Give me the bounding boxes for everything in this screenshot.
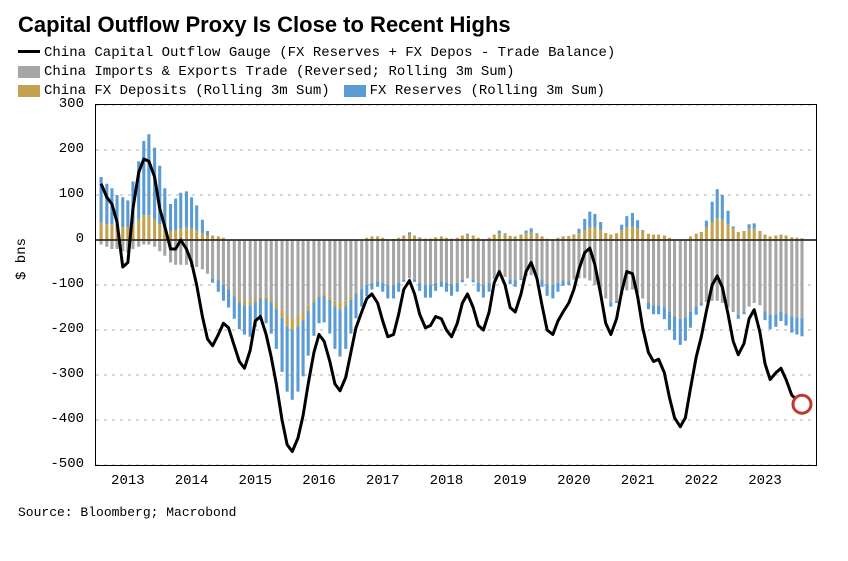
x-tick-label: 2016 <box>302 473 336 489</box>
bars-group <box>100 134 804 400</box>
legend-row-line: China Capital Outflow Gauge (FX Reserves… <box>18 44 830 63</box>
legend-row-trade: China Imports & Exports Trade (Reversed;… <box>18 63 830 82</box>
x-tick-label: 2017 <box>366 473 400 489</box>
legend-row-depos-reserv: China FX Deposits (Rolling 3m Sum) FX Re… <box>18 82 830 101</box>
x-tick-label: 2015 <box>238 473 272 489</box>
x-tick-label: 2022 <box>684 473 718 489</box>
x-tick-label: 2021 <box>621 473 655 489</box>
x-tick-label: 2020 <box>557 473 591 489</box>
x-tick-label: 2019 <box>493 473 527 489</box>
legend-label-depos: China FX Deposits (Rolling 3m Sum) <box>44 82 330 101</box>
legend-label-reserves: FX Reserves (Rolling 3m Sum) <box>370 82 605 101</box>
y-tick-label: -400 <box>18 411 84 427</box>
legend-label-trade: China Imports & Exports Trade (Reversed;… <box>44 63 514 82</box>
y-tick-label: -300 <box>18 366 84 382</box>
x-tick-label: 2013 <box>111 473 145 489</box>
x-tick-label: 2014 <box>175 473 209 489</box>
swatch-reserves <box>344 85 366 97</box>
source-line: Source: Bloomberg; Macrobond <box>18 505 830 520</box>
plot-region <box>96 105 816 465</box>
legend-label-line: China Capital Outflow Gauge (FX Reserves… <box>44 44 615 63</box>
line-swatch <box>18 50 40 53</box>
x-tick-label: 2023 <box>748 473 782 489</box>
y-tick-label: 300 <box>18 96 84 112</box>
chart-title: Capital Outflow Proxy Is Close to Recent… <box>18 12 830 38</box>
y-tick-label: -200 <box>18 321 84 337</box>
x-tick-label: 2018 <box>430 473 464 489</box>
chart-frame: Capital Outflow Proxy Is Close to Recent… <box>0 0 848 561</box>
legend: China Capital Outflow Gauge (FX Reserves… <box>18 44 830 101</box>
chart-area: $ bns -500-400-300-200-1000100200300 201… <box>18 105 830 497</box>
y-tick-label: 200 <box>18 141 84 157</box>
y-tick-label: 0 <box>18 231 84 247</box>
swatch-trade <box>18 66 40 78</box>
plot-svg <box>96 105 816 465</box>
highlight-marker <box>793 395 811 413</box>
y-tick-label: -500 <box>18 456 84 472</box>
y-tick-label: 100 <box>18 186 84 202</box>
y-tick-label: -100 <box>18 276 84 292</box>
